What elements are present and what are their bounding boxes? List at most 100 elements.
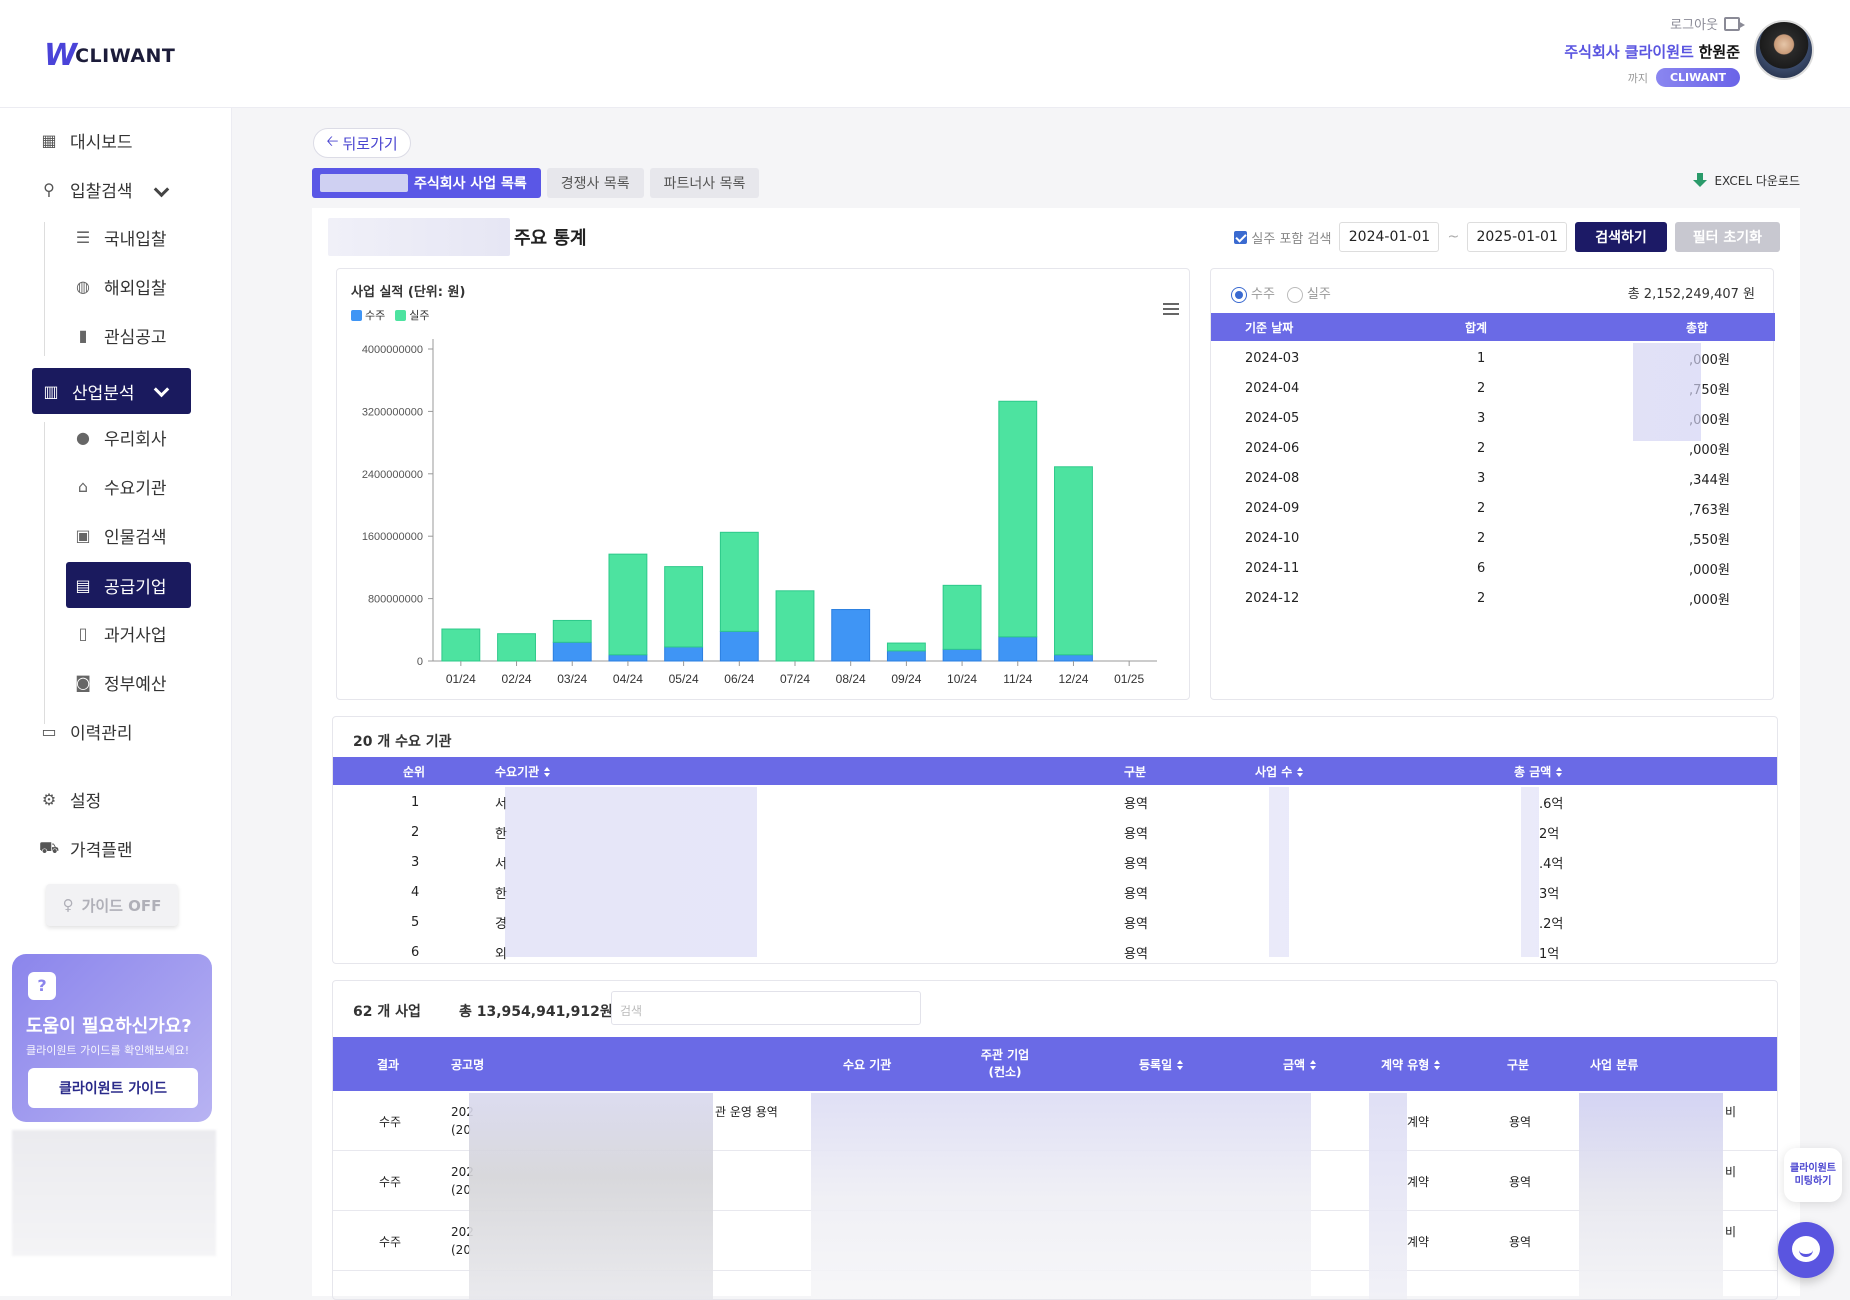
stats-title: 주요 통계 (328, 218, 587, 256)
tab-partners[interactable]: 파트너사 목록 (649, 168, 760, 198)
legend-label: 실주 (409, 309, 430, 322)
agency-row[interactable]: 2 한 용역 2억 (333, 817, 1777, 847)
sidebar-item-past-projects[interactable]: ▯ 과거사업 (74, 610, 167, 656)
rank-cell: 2 (411, 824, 420, 840)
sidebar-item-domestic-bid[interactable]: ☰ 국내입찰 (74, 214, 167, 260)
agency-name-cell: 외 (495, 946, 507, 962)
guide-toggle-button[interactable]: ♀ 가이드 OFF (46, 884, 178, 926)
column-header-sortable[interactable]: 등록일 (1139, 1056, 1184, 1073)
agency-table-header: 순위 수요기관 구분 사업 수 총 금액 (333, 757, 1777, 785)
sidebar-item-dashboard[interactable]: ▦ 대시보드 (40, 117, 132, 163)
legend-item-lose[interactable]: 실주 (395, 307, 430, 323)
column-header: 기준 날짜 (1245, 320, 1294, 335)
sidebar-item-person-search[interactable]: ▣ 인물검색 (74, 512, 166, 558)
user-name: 한원준 (1698, 43, 1740, 61)
redacted-contract (1369, 1093, 1407, 1299)
sort-icon (1297, 767, 1304, 777)
title-cell[interactable]: 202 (20 (451, 1211, 474, 1271)
tab-company-projects[interactable]: 주식회사 사업 목록 (312, 168, 541, 198)
logout-link[interactable]: 로그아웃 (1564, 14, 1745, 33)
document-icon: ▯ (78, 623, 88, 643)
column-header: 합계 (1465, 320, 1488, 335)
summary-row: 2024-08 3 ,344원 (1211, 463, 1775, 493)
title-tail: 관 운영 용역 (715, 1104, 778, 1119)
type-cell: 용역 (1124, 946, 1148, 962)
x-tick-label: 02/24 (502, 672, 532, 686)
guide-button[interactable]: 클라이원트 가이드 (28, 1068, 198, 1108)
search-button[interactable]: 검색하기 (1575, 222, 1667, 252)
radio-lose[interactable]: 실주 (1286, 283, 1331, 303)
help-subtitle: 클라이원트 가이드를 확인해보세요! (26, 1044, 190, 1057)
sidebar-item-bookmarks[interactable]: ▮ 관심공고 (74, 312, 167, 358)
include-lost-checkbox[interactable]: 실주 포함 검색 (1234, 228, 1331, 247)
start-date-field[interactable]: 2024-01-01 (1339, 222, 1440, 252)
sidebar-item-suppliers[interactable]: ▤ 공급기업 (66, 562, 191, 608)
filter-bar: 실주 포함 검색 2024-01-01 ~ 2025-01-01 검색하기 필터… (1234, 222, 1780, 252)
title-line: 202 (451, 1105, 474, 1119)
count-cell: 2 (1477, 500, 1486, 516)
back-button[interactable]: 🡠 뒤로가기 (313, 128, 411, 158)
agency-row[interactable]: 4 한 용역 3억 (333, 877, 1777, 907)
date-separator: ~ (1447, 229, 1460, 245)
sidebar-item-history[interactable]: ▭ 이력관리 (40, 708, 132, 754)
sidebar-item-gov-budget[interactable]: ◙ 정부예산 (74, 659, 166, 705)
column-header-sortable[interactable]: 금액 (1283, 1056, 1317, 1073)
column-label: 수요기관 (495, 764, 540, 779)
column-header-sortable[interactable]: 총 금액 (1514, 763, 1563, 780)
agency-row[interactable]: 1 서 용역 .6억 (333, 787, 1777, 817)
excel-label: EXCEL 다운로드 (1714, 174, 1800, 188)
sidebar-item-our-company[interactable]: ● 우리회사 (74, 414, 167, 460)
reset-filter-button[interactable]: 필터 초기화 (1674, 222, 1780, 252)
until-label: 까지 (1627, 71, 1648, 85)
sidebar-item-demand-agency[interactable]: ⌂ 수요기관 (74, 463, 167, 509)
title-line: (20 (451, 1123, 471, 1137)
type-cell: 용역 (1509, 1114, 1532, 1129)
radio-win[interactable]: 수주 (1231, 283, 1275, 303)
logo[interactable]: W CLIWANT (44, 38, 175, 73)
sidebar-item-overseas-bid[interactable]: ◍ 해외입찰 (74, 263, 167, 309)
cart-icon: ⛟ (38, 837, 60, 857)
legend-item-win[interactable]: 수주 (351, 307, 385, 323)
sidebar-item-pricing[interactable]: ⛟ 가격플랜 (38, 825, 133, 871)
amount-cell: 2억 (1539, 826, 1560, 842)
rank-cell: 5 (411, 914, 420, 930)
chart-menu-icon[interactable] (1163, 303, 1179, 315)
performance-chart: 사업 실적 (단위: 원) 수주 실주 0 800000000 1600000000… (336, 268, 1190, 700)
meeting-button[interactable]: 클라이원트 미팅하기 (1784, 1148, 1842, 1202)
logout-label: 로그아웃 (1670, 18, 1718, 33)
title-cell[interactable]: 202 (20 (451, 1091, 474, 1151)
x-tick-label: 04/24 (613, 672, 643, 686)
contract-cell: 계약 (1407, 1174, 1430, 1189)
user-icon: ● (76, 427, 90, 447)
agency-table: 20 개 수요 기관 순위 수요기관 구분 사업 수 총 금액 1 서 용역 .6억 2… (332, 716, 1778, 964)
chat-icon[interactable] (1778, 1222, 1834, 1278)
sidebar-item-industry-analysis[interactable]: ▥ 산업분석 (32, 368, 191, 414)
type-cell: 용역 (1124, 826, 1148, 842)
title-cell[interactable]: 202 (20 (451, 1151, 474, 1211)
x-tick-label: 07/24 (780, 672, 810, 686)
tab-label: 주식회사 사업 목록 (414, 176, 527, 192)
y-tick-label: 800000000 (368, 594, 423, 606)
avatar[interactable] (1754, 20, 1814, 80)
column-header-sortable[interactable]: 사업 수 (1255, 763, 1304, 780)
chevron-down-icon[interactable] (153, 181, 170, 198)
title-line: 202 (451, 1165, 474, 1179)
date-cell: 2024-08 (1245, 470, 1300, 486)
checkbox-icon (1234, 230, 1248, 244)
project-search-input[interactable]: 검색 (611, 991, 921, 1025)
date-cell: 2024-04 (1245, 380, 1300, 396)
agency-row[interactable]: 6 외 용역 1억 (333, 937, 1777, 967)
category-cell: 비 (1725, 1164, 1737, 1179)
excel-download-button[interactable]: EXCEL 다운로드 (1692, 172, 1800, 189)
sidebar-item-bid-search[interactable]: ⚲ 입찰검색 (40, 166, 132, 212)
end-date-field[interactable]: 2025-01-01 (1467, 222, 1568, 252)
column-header-sortable[interactable]: 계약 유형 (1381, 1056, 1441, 1073)
redacted-amounts (1633, 343, 1701, 441)
bar-segment (552, 619, 592, 643)
sidebar-item-settings[interactable]: ⚙ 설정 (40, 776, 101, 822)
column-header-sortable[interactable]: 수요기관 (495, 763, 551, 780)
tab-competitors[interactable]: 경쟁사 목록 (546, 168, 644, 198)
type-cell: 용역 (1509, 1234, 1532, 1249)
agency-row[interactable]: 5 경 용역 .2억 (333, 907, 1777, 937)
agency-row[interactable]: 3 서 용역 .4억 (333, 847, 1777, 877)
